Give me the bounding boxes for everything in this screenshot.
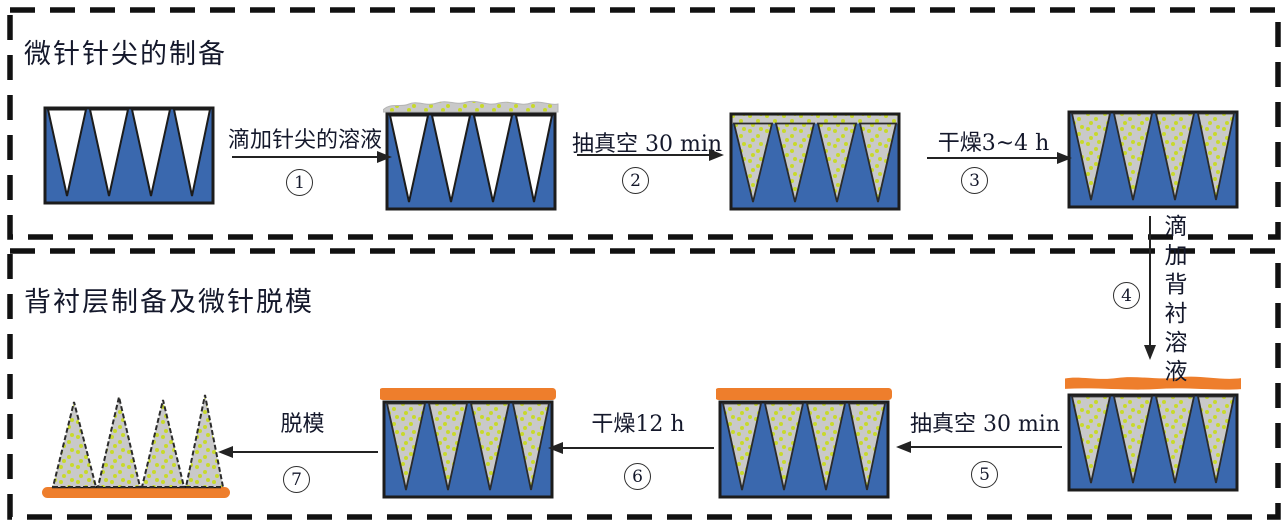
top-panel-border (7, 7, 1281, 240)
step2-arrow-right-icon (577, 149, 724, 161)
mold-filled-vacuum-illustration (729, 112, 901, 211)
step6-label: 干燥12 h (591, 412, 685, 437)
mold-tip-solution-illustration (383, 100, 559, 211)
step6-number-badge: 6 (624, 463, 651, 490)
step5-number-badge: 5 (971, 461, 998, 488)
step3-number-badge: 3 (961, 167, 988, 194)
step6-arrow-left-icon (548, 442, 714, 454)
step7-label: 脱模 (280, 412, 325, 437)
top-panel-title: 微针针尖的制备 (24, 39, 227, 70)
step4-label: 滴加背衬溶液 (1160, 214, 1186, 388)
step5-label: 抽真空 30 min (909, 412, 1061, 437)
demolded-microneedle-array-illustration (42, 394, 230, 498)
step2-number-badge: 2 (622, 167, 649, 194)
step3-label: 干燥3~4 h (937, 131, 1050, 156)
bottom-panel-border (7, 248, 1281, 520)
step1-arrow-right-icon (232, 151, 392, 163)
step2-label: 抽真空 30 min (572, 132, 723, 157)
step3-arrow-right-icon (927, 152, 1072, 164)
mold-backing-dried-illustration (380, 388, 556, 499)
step7-arrow-left-icon (218, 446, 378, 458)
bottom-panel-title: 背衬层制备及微针脱模 (24, 287, 314, 318)
step4-number-badge: 4 (1113, 282, 1140, 309)
step7-number-badge: 7 (283, 466, 310, 493)
mold-empty-illustration (43, 106, 215, 205)
step1-number-badge: 1 (286, 169, 313, 196)
mold-tips-dried-illustration (1067, 110, 1239, 209)
step1-label: 滴加针尖的溶液 (227, 128, 382, 153)
mold-backing-solution-illustration (1065, 376, 1241, 492)
mold-backing-vacuum-illustration (716, 388, 892, 499)
step4-arrow-down-icon (1144, 216, 1156, 360)
step5-arrow-left-icon (896, 441, 1062, 453)
